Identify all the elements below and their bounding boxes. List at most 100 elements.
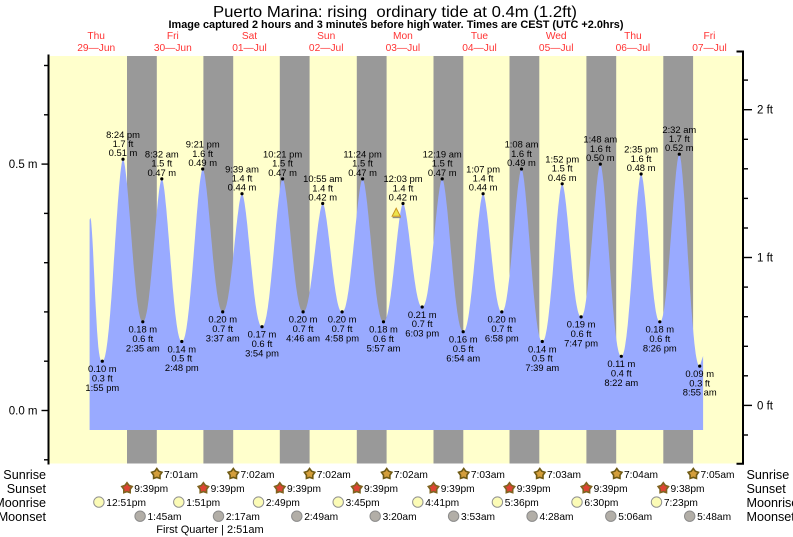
svg-text:2:49am: 2:49am bbox=[304, 512, 338, 523]
svg-text:Mon: Mon bbox=[393, 31, 413, 42]
svg-text:Sunrise: Sunrise bbox=[747, 468, 790, 482]
svg-text:9:21 pm: 9:21 pm bbox=[186, 139, 220, 150]
svg-text:1:52 pm: 1:52 pm bbox=[545, 153, 579, 164]
svg-text:1.4 ft: 1.4 ft bbox=[232, 173, 253, 184]
svg-text:01—Jul: 01—Jul bbox=[232, 43, 267, 54]
svg-text:0 ft: 0 ft bbox=[757, 400, 774, 412]
svg-text:4:28am: 4:28am bbox=[540, 512, 574, 523]
svg-text:1.5 ft: 1.5 ft bbox=[151, 158, 172, 169]
svg-text:3:53am: 3:53am bbox=[461, 512, 495, 523]
svg-text:9:39pm: 9:39pm bbox=[441, 484, 475, 495]
svg-text:1.6 ft: 1.6 ft bbox=[631, 153, 652, 164]
svg-text:0.20 m: 0.20 m bbox=[487, 314, 516, 325]
svg-text:1.4 ft: 1.4 ft bbox=[312, 182, 333, 193]
svg-text:0.5 ft: 0.5 ft bbox=[171, 353, 192, 364]
svg-text:5:48am: 5:48am bbox=[697, 512, 731, 523]
svg-text:First Quarter | 2:51am: First Quarter | 2:51am bbox=[156, 524, 263, 536]
svg-text:0.4 ft: 0.4 ft bbox=[611, 368, 632, 379]
svg-text:1:51pm: 1:51pm bbox=[186, 498, 220, 509]
svg-text:7:23pm: 7:23pm bbox=[664, 498, 698, 509]
svg-text:8:32 am: 8:32 am bbox=[145, 149, 179, 160]
svg-text:Moonset: Moonset bbox=[747, 510, 793, 524]
svg-text:1.5 ft: 1.5 ft bbox=[432, 158, 453, 169]
svg-text:03—Jul: 03—Jul bbox=[386, 43, 421, 54]
svg-text:0.3 ft: 0.3 ft bbox=[92, 372, 113, 383]
svg-text:0.0 m: 0.0 m bbox=[9, 406, 38, 418]
svg-text:4:46 am: 4:46 am bbox=[286, 333, 320, 344]
svg-text:8:24 pm: 8:24 pm bbox=[106, 129, 140, 140]
svg-text:0.7 ft: 0.7 ft bbox=[293, 323, 314, 334]
svg-text:0.49 m: 0.49 m bbox=[507, 157, 536, 168]
svg-text:1.4 ft: 1.4 ft bbox=[393, 182, 414, 193]
svg-text:5:57 am: 5:57 am bbox=[367, 342, 401, 353]
svg-text:6:58 pm: 6:58 pm bbox=[485, 333, 519, 344]
svg-text:0.47 m: 0.47 m bbox=[147, 167, 176, 178]
svg-text:Sunset: Sunset bbox=[7, 482, 47, 496]
svg-text:9:39pm: 9:39pm bbox=[134, 484, 168, 495]
svg-text:9:39pm: 9:39pm bbox=[517, 484, 551, 495]
svg-text:Moonrise: Moonrise bbox=[747, 496, 793, 510]
svg-text:12:19 am: 12:19 am bbox=[423, 149, 462, 160]
svg-text:9:39 am: 9:39 am bbox=[225, 163, 259, 174]
svg-text:2:35 am: 2:35 am bbox=[126, 342, 160, 353]
svg-text:0.50 m: 0.50 m bbox=[586, 152, 615, 163]
svg-text:0.14 m: 0.14 m bbox=[167, 343, 196, 354]
svg-text:0.18 m: 0.18 m bbox=[369, 324, 398, 335]
svg-text:0.14 m: 0.14 m bbox=[528, 343, 557, 354]
svg-text:5:06am: 5:06am bbox=[618, 512, 652, 523]
svg-text:7:02am: 7:02am bbox=[317, 470, 351, 481]
svg-text:1.5 ft: 1.5 ft bbox=[272, 158, 293, 169]
svg-text:1.4 ft: 1.4 ft bbox=[473, 173, 494, 184]
svg-text:Thu: Thu bbox=[87, 31, 105, 42]
svg-text:0.7 ft: 0.7 ft bbox=[212, 323, 233, 334]
svg-text:11:24 pm: 11:24 pm bbox=[343, 149, 382, 160]
svg-text:9:38pm: 9:38pm bbox=[671, 484, 705, 495]
svg-text:0.19 m: 0.19 m bbox=[567, 319, 596, 330]
svg-text:9:39pm: 9:39pm bbox=[287, 484, 321, 495]
svg-text:0.5 ft: 0.5 ft bbox=[532, 353, 553, 364]
svg-text:6:30pm: 6:30pm bbox=[584, 498, 618, 509]
svg-text:12:51pm: 12:51pm bbox=[106, 498, 146, 509]
svg-text:1.7 ft: 1.7 ft bbox=[669, 133, 690, 144]
svg-text:Image captured 2 hours and 3 m: Image captured 2 hours and 3 minutes bef… bbox=[169, 19, 624, 31]
svg-text:0.21 m: 0.21 m bbox=[408, 309, 437, 320]
svg-text:Sun: Sun bbox=[317, 31, 335, 42]
svg-text:0.6 ft: 0.6 ft bbox=[571, 328, 592, 339]
svg-text:Moonset: Moonset bbox=[0, 510, 46, 524]
svg-text:0.5 m: 0.5 m bbox=[9, 159, 38, 171]
svg-text:0.16 m: 0.16 m bbox=[449, 334, 478, 345]
svg-text:06—Jul: 06—Jul bbox=[616, 43, 651, 54]
svg-text:0.6 ft: 0.6 ft bbox=[373, 333, 394, 344]
svg-text:0.51 m: 0.51 m bbox=[109, 147, 138, 158]
svg-text:7:05am: 7:05am bbox=[701, 470, 735, 481]
svg-text:0.6 ft: 0.6 ft bbox=[132, 333, 153, 344]
svg-text:4:58 pm: 4:58 pm bbox=[325, 333, 359, 344]
svg-text:0.18 m: 0.18 m bbox=[128, 324, 157, 335]
svg-text:30—Jun: 30—Jun bbox=[154, 43, 192, 54]
svg-text:0.6 ft: 0.6 ft bbox=[649, 333, 670, 344]
svg-text:04—Jul: 04—Jul bbox=[462, 43, 497, 54]
svg-text:1.5 ft: 1.5 ft bbox=[352, 158, 373, 169]
svg-text:8:55 am: 8:55 am bbox=[683, 387, 717, 398]
svg-text:0.46 m: 0.46 m bbox=[548, 172, 577, 183]
svg-text:0.44 m: 0.44 m bbox=[469, 182, 498, 193]
svg-text:Moonrise: Moonrise bbox=[0, 496, 46, 510]
svg-text:6:54 am: 6:54 am bbox=[446, 352, 480, 363]
svg-text:3:54 pm: 3:54 pm bbox=[245, 347, 279, 358]
svg-text:7:47 pm: 7:47 pm bbox=[564, 338, 598, 349]
svg-text:3:45pm: 3:45pm bbox=[346, 498, 380, 509]
svg-text:1.6 ft: 1.6 ft bbox=[511, 148, 532, 159]
svg-text:0.17 m: 0.17 m bbox=[248, 329, 277, 340]
svg-text:0.3 ft: 0.3 ft bbox=[689, 377, 710, 388]
svg-text:2:32 am: 2:32 am bbox=[662, 124, 696, 135]
svg-text:1.7 ft: 1.7 ft bbox=[113, 138, 134, 149]
svg-text:02—Jul: 02—Jul bbox=[309, 43, 344, 54]
svg-text:Fri: Fri bbox=[167, 31, 179, 42]
svg-text:0.42 m: 0.42 m bbox=[389, 192, 418, 203]
svg-text:0.6 ft: 0.6 ft bbox=[252, 338, 273, 349]
svg-text:0.11 m: 0.11 m bbox=[607, 358, 635, 369]
svg-text:7:02am: 7:02am bbox=[394, 470, 428, 481]
svg-text:5:36pm: 5:36pm bbox=[505, 498, 539, 509]
svg-text:Sunrise: Sunrise bbox=[3, 468, 46, 482]
svg-text:0.7 ft: 0.7 ft bbox=[332, 323, 353, 334]
